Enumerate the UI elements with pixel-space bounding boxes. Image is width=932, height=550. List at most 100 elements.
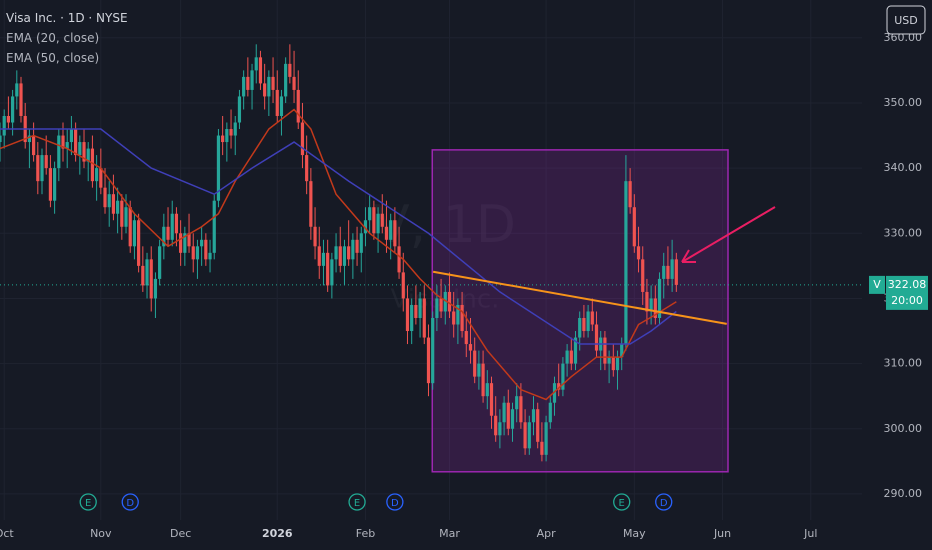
y-tick-label: 310.00 bbox=[884, 357, 923, 370]
candle-body bbox=[208, 252, 212, 260]
symbol-tag-label: V bbox=[873, 278, 881, 291]
ema-line bbox=[0, 108, 677, 401]
candle-body bbox=[19, 83, 23, 116]
candle-body bbox=[632, 207, 636, 247]
candle-body bbox=[586, 311, 590, 332]
candle-body bbox=[250, 70, 254, 90]
candle-body bbox=[410, 304, 414, 332]
candle-body bbox=[552, 383, 557, 403]
candle-body bbox=[594, 324, 599, 351]
candle-body bbox=[149, 259, 153, 299]
candle-body bbox=[258, 57, 263, 84]
candle-body bbox=[498, 422, 502, 436]
currency-button-box[interactable] bbox=[886, 5, 926, 35]
x-tick-label: 2026 bbox=[262, 527, 293, 540]
candle-body bbox=[120, 200, 124, 227]
candle-body bbox=[372, 207, 376, 234]
candle-body bbox=[422, 298, 426, 338]
candle-body bbox=[641, 259, 645, 292]
candle-body bbox=[494, 415, 498, 436]
candle-body bbox=[536, 409, 540, 442]
candle-body bbox=[481, 363, 485, 397]
candle-body bbox=[347, 246, 351, 260]
candle-body bbox=[376, 213, 380, 234]
candle-body bbox=[99, 168, 103, 188]
candle-body bbox=[561, 363, 565, 390]
highlight-box bbox=[431, 149, 729, 473]
candle-body bbox=[111, 194, 116, 214]
currency-button[interactable]: USD bbox=[886, 5, 926, 35]
symbol-tag bbox=[869, 275, 885, 294]
legend-entry: EMA (50, close) bbox=[6, 51, 99, 65]
candle-body bbox=[124, 207, 128, 227]
annotation-arrow bbox=[681, 206, 776, 263]
candle-body bbox=[607, 357, 611, 364]
event-marker bbox=[348, 493, 366, 511]
candle-body bbox=[485, 383, 489, 397]
event-marker bbox=[121, 493, 139, 511]
candle-body bbox=[225, 129, 229, 143]
candle-body bbox=[0, 135, 2, 143]
candle-body bbox=[78, 142, 82, 156]
candle-body bbox=[342, 246, 347, 266]
candle-body bbox=[11, 96, 15, 123]
candle-body bbox=[620, 344, 624, 358]
candle-body bbox=[368, 207, 372, 221]
candle-body bbox=[233, 122, 237, 136]
candle-body bbox=[32, 135, 36, 156]
candle-body bbox=[674, 259, 678, 285]
candle-body bbox=[242, 76, 246, 97]
candle-body bbox=[61, 135, 65, 149]
candle-body bbox=[103, 187, 107, 208]
candle-body bbox=[578, 317, 582, 338]
event-marker bbox=[655, 493, 673, 511]
candle-body bbox=[326, 252, 330, 286]
event-label: E bbox=[354, 498, 360, 509]
candle-body bbox=[649, 298, 653, 312]
candle-body bbox=[662, 265, 666, 279]
candle-body bbox=[527, 422, 531, 449]
x-tick-label: Jun bbox=[713, 527, 731, 540]
candle-body bbox=[128, 207, 132, 247]
currency-button-label[interactable]: USD bbox=[894, 14, 918, 27]
candle-body bbox=[603, 337, 607, 364]
candle-body bbox=[426, 337, 431, 384]
candle-body bbox=[44, 155, 48, 169]
candle-body bbox=[657, 278, 662, 318]
candle-body bbox=[460, 304, 464, 332]
candle-body bbox=[90, 148, 95, 182]
candle-body bbox=[40, 155, 44, 182]
candle-body bbox=[473, 350, 477, 377]
candle-body bbox=[65, 142, 69, 149]
x-tick-label: Oct bbox=[0, 527, 14, 540]
candle-body bbox=[582, 317, 586, 332]
candle-body bbox=[384, 226, 389, 240]
candle-body bbox=[2, 115, 6, 136]
event-label: D bbox=[660, 498, 668, 509]
candle-body bbox=[334, 246, 338, 260]
candle-body bbox=[531, 409, 536, 423]
candle-body bbox=[359, 233, 363, 253]
candle-body bbox=[393, 220, 397, 247]
chart-title: Visa Inc. · 1D · NYSE bbox=[6, 11, 128, 25]
y-tick-label: 330.00 bbox=[884, 226, 923, 239]
candle-body bbox=[191, 246, 195, 260]
ema-line bbox=[0, 128, 677, 345]
y-tick-label: 300.00 bbox=[884, 422, 923, 435]
candle-body bbox=[267, 76, 271, 97]
legend-entry: EMA (20, close) bbox=[6, 31, 99, 45]
candle-body bbox=[636, 246, 641, 260]
candle-body bbox=[74, 129, 78, 156]
candle-body bbox=[355, 239, 359, 253]
candle-body bbox=[313, 226, 317, 247]
candle-body bbox=[502, 402, 506, 423]
candle-body bbox=[48, 168, 53, 201]
candle-body bbox=[53, 168, 57, 201]
candle-body bbox=[166, 226, 170, 240]
candle-body bbox=[27, 135, 32, 143]
candle-body bbox=[229, 129, 233, 136]
candle-body bbox=[456, 304, 460, 325]
candle-body bbox=[162, 226, 166, 247]
